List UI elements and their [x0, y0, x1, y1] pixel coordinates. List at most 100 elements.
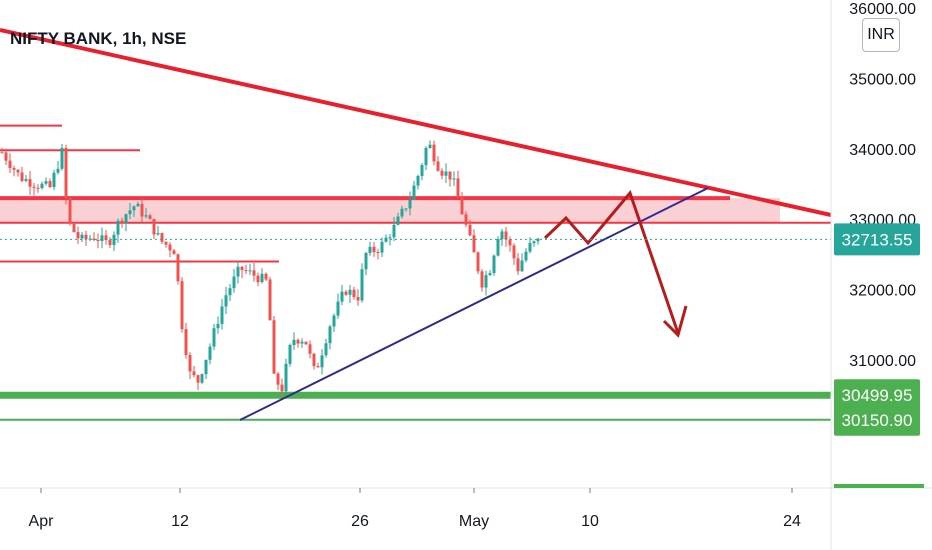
candle-body [48, 181, 52, 187]
candle-body [284, 363, 288, 392]
candle-body [500, 231, 504, 240]
price-tag-label: 30150.90 [842, 411, 913, 430]
y-tick-label: 34000.00 [849, 142, 916, 159]
currency-button[interactable]: INR [862, 18, 900, 52]
candle-body [72, 223, 76, 233]
candle-body [376, 252, 380, 254]
candle-body [304, 341, 308, 345]
x-tick-label: 26 [351, 513, 369, 530]
candle-body [144, 215, 148, 217]
candle-body [92, 238, 96, 241]
candle-body [344, 291, 348, 295]
candle-body [328, 326, 332, 344]
chart-title: NIFTY BANK, 1h, NSE [10, 29, 186, 48]
candle-body [32, 186, 36, 188]
candle-body [288, 345, 292, 364]
ascending-trendline[interactable] [239, 187, 709, 421]
candle-body [388, 237, 392, 239]
candle-body [360, 269, 364, 301]
candle-body [512, 245, 516, 259]
candle-body [280, 384, 284, 392]
candle-body [272, 320, 276, 374]
candle-body [164, 241, 168, 245]
candle-body [252, 270, 256, 276]
candle-body [408, 199, 412, 209]
candle-body [504, 231, 508, 240]
candle-body [316, 366, 320, 368]
candle-body [224, 295, 228, 307]
candle-body [448, 171, 452, 180]
candle-body [160, 233, 164, 242]
candle-body [148, 215, 152, 219]
candle-body [236, 266, 240, 277]
descending-trendline[interactable] [0, 28, 832, 217]
candle-body [196, 375, 200, 383]
candle-body [128, 210, 132, 215]
candle-body [428, 144, 432, 149]
price-tag[interactable] [834, 403, 920, 436]
candle-body [420, 165, 424, 176]
candle-body [484, 275, 488, 288]
candle-body [320, 355, 324, 368]
candle-body [152, 218, 156, 235]
candle-body [4, 152, 8, 161]
candle-body [244, 270, 248, 272]
candle-body [60, 147, 64, 169]
candle-body [172, 250, 176, 255]
candle-body [392, 224, 396, 238]
candle-body [168, 244, 172, 251]
candle-body [436, 161, 440, 171]
candle-body [412, 185, 416, 200]
time-axis-panel [0, 488, 932, 550]
x-tick-label: May [459, 513, 489, 530]
candle-body [212, 328, 216, 347]
candle-body [444, 171, 448, 176]
candle-body [460, 197, 464, 215]
candle-body [56, 168, 60, 173]
candle-body [468, 224, 472, 236]
x-tick-label: 12 [171, 513, 189, 530]
candle-body [364, 252, 368, 270]
candle-body [332, 315, 336, 327]
candle-body [508, 239, 512, 246]
x-tick-label: 24 [783, 513, 801, 530]
candle-body [296, 339, 300, 344]
price-tag[interactable] [834, 223, 920, 256]
candle-body [452, 178, 456, 180]
candle-body [312, 353, 316, 367]
candle-body [124, 214, 128, 223]
candle-body [308, 344, 312, 354]
candle-body [496, 239, 500, 256]
candle-body [200, 374, 204, 383]
price-tag[interactable] [834, 379, 920, 412]
candle-body [516, 258, 520, 272]
candle-body [52, 172, 56, 187]
candle-body [476, 252, 480, 272]
price-tag-label: 30499.95 [842, 386, 913, 405]
candle-body [528, 243, 532, 252]
candle-body [136, 203, 140, 207]
candle-body [220, 306, 224, 324]
candle-body [176, 254, 180, 282]
candle-body [300, 341, 304, 344]
candle-body [432, 144, 436, 162]
candle-body [348, 289, 352, 295]
y-tick-label: 32000.00 [849, 283, 916, 300]
price-axis-panel [831, 0, 932, 550]
candle-body [204, 359, 208, 375]
candle-body [352, 289, 356, 297]
candle-body [208, 346, 212, 360]
candle-body [84, 234, 88, 239]
candle-body [488, 273, 492, 276]
price-tag-label: 32713.55 [842, 230, 913, 249]
y-tick-label: 35000.00 [849, 71, 916, 88]
candle-body [268, 279, 272, 321]
candle-body [380, 241, 384, 253]
candle-body [120, 220, 124, 223]
candle-body [400, 208, 404, 217]
candle-body [116, 220, 120, 235]
candle-body [24, 179, 28, 181]
candle-body [108, 239, 112, 246]
